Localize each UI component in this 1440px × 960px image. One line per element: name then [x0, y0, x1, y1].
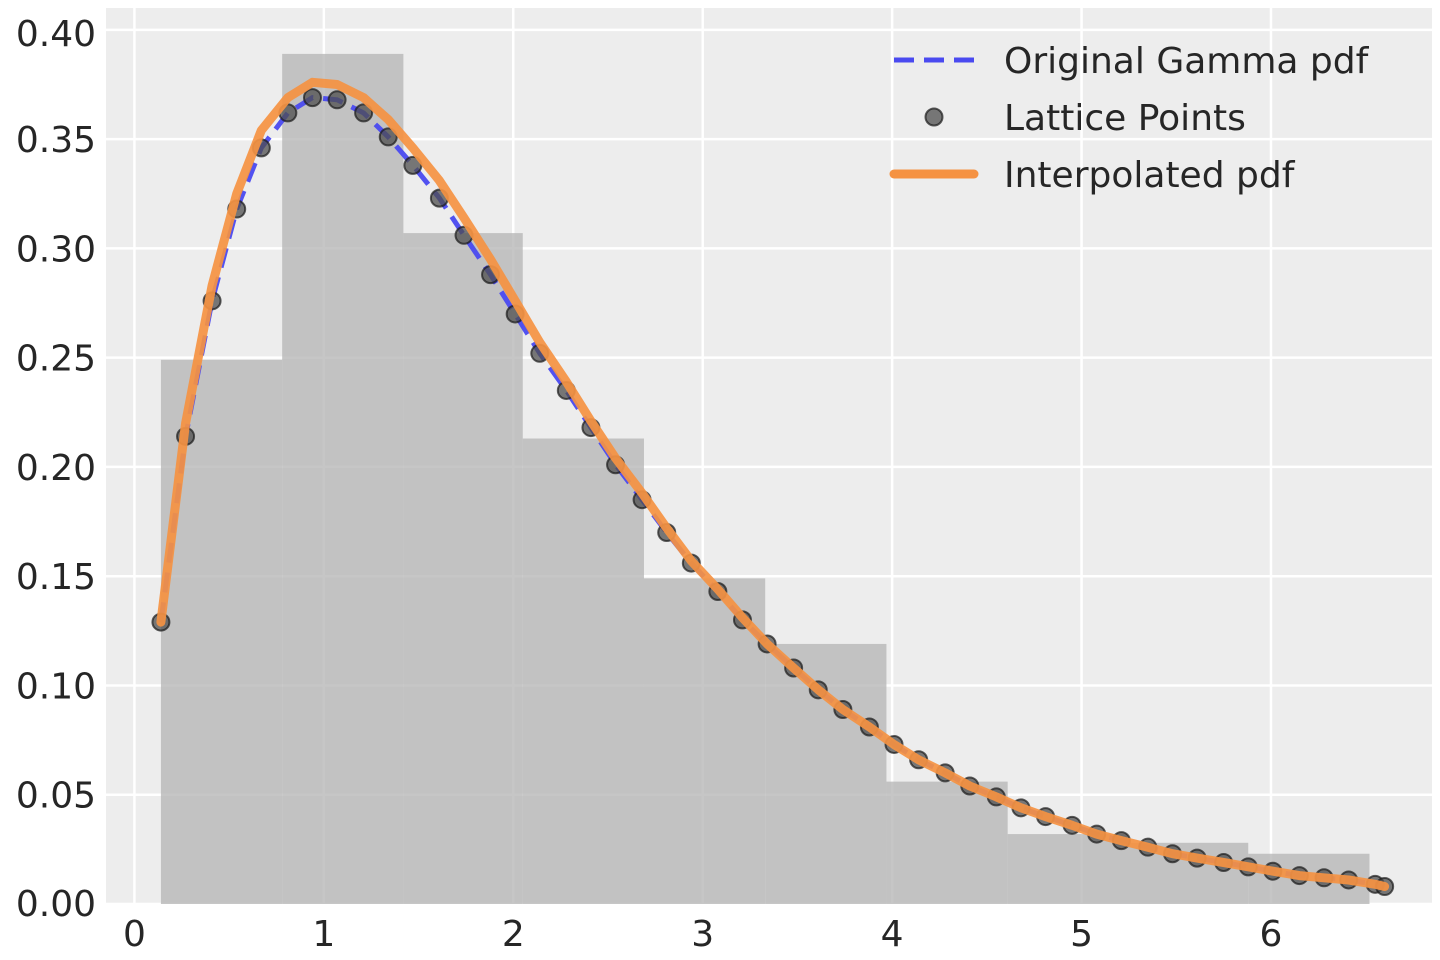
y-tick-label: 0.30	[16, 229, 96, 270]
histogram-bar-3	[522, 438, 644, 904]
histogram-bars	[160, 53, 1370, 905]
interpolated-pdf-line	[156, 77, 1390, 891]
y-tick-label: 0.00	[16, 884, 96, 925]
histogram-bar-1	[282, 53, 404, 904]
x-tick-label: 3	[691, 914, 714, 955]
x-axis-ticks: 0 1 2 3 4 5 6	[123, 914, 1282, 955]
y-axis-ticks: 0.00 0.05 0.10 0.15 0.20 0.25 0.30 0.35 0.40	[16, 14, 96, 925]
y-tick-label: 0.35	[16, 120, 96, 161]
legend-marker-swatch	[924, 107, 944, 127]
legend-label: Interpolated pdf	[1004, 155, 1296, 196]
lattice-point	[354, 103, 374, 123]
y-tick-label: 0.20	[16, 448, 96, 489]
x-tick-label: 4	[881, 914, 904, 955]
histogram-bar-6	[886, 781, 1008, 904]
y-tick-label: 0.25	[16, 339, 96, 380]
y-tick-label: 0.40	[16, 14, 96, 55]
series-layer	[151, 77, 1395, 897]
y-tick-label: 0.10	[16, 666, 96, 707]
x-tick-label: 2	[502, 914, 525, 955]
x-tick-label: 6	[1260, 914, 1283, 955]
lattice-point	[378, 127, 398, 147]
histogram-bar-5	[765, 643, 887, 904]
x-tick-label: 0	[123, 914, 146, 955]
lattice-point	[327, 90, 347, 110]
y-tick-label: 0.05	[16, 776, 96, 817]
histogram-bar-2	[403, 233, 523, 905]
y-tick-label: 0.15	[16, 557, 96, 598]
histogram-bar-4	[643, 578, 766, 904]
x-tick-label: 1	[312, 914, 335, 955]
legend: Original Gamma pdf Lattice Points Interpol…	[889, 41, 1370, 196]
histogram-bar-7	[1007, 834, 1128, 904]
x-tick-label: 5	[1070, 914, 1093, 955]
legend-label: Original Gamma pdf	[1004, 41, 1370, 82]
lattice-point	[302, 88, 322, 108]
legend-label: Lattice Points	[1004, 98, 1246, 139]
